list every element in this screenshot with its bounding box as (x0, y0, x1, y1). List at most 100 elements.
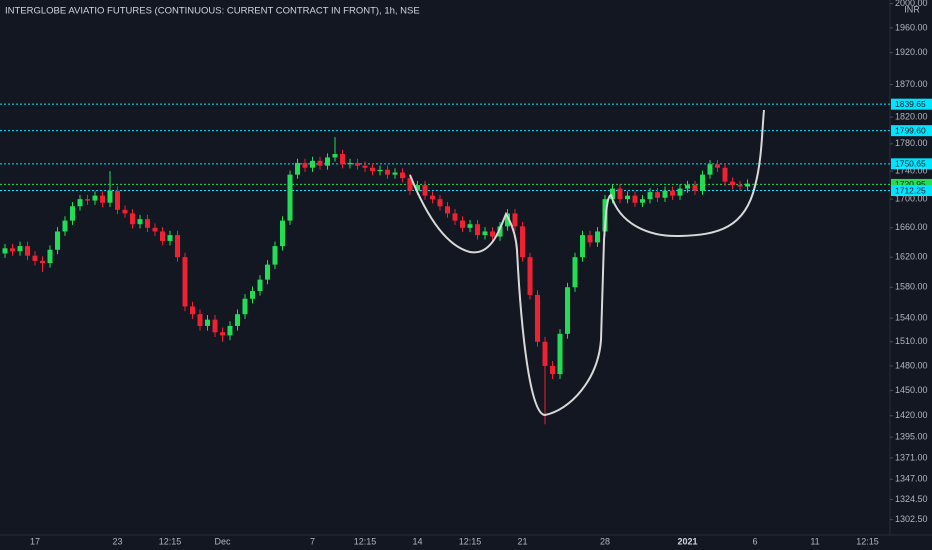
candle-body (287, 174, 293, 221)
candle-body (310, 160, 315, 168)
y-tick-label: 1660.00 (895, 222, 928, 232)
candle-body (497, 226, 503, 237)
candle-body (317, 160, 323, 166)
y-unit: INR (904, 4, 920, 14)
x-tick-label: 2021 (677, 536, 697, 546)
candle-body (565, 287, 570, 334)
candle-body (47, 249, 53, 264)
candle-body (557, 333, 563, 375)
candle-body (512, 213, 518, 227)
candle-body (587, 235, 593, 243)
candle-body (617, 188, 623, 200)
candle-body (25, 246, 30, 256)
candle-body (160, 231, 165, 241)
y-tick-label: 1420.00 (895, 410, 928, 420)
candle-body (467, 224, 473, 228)
candle-body (655, 192, 660, 198)
level-label: 1712.25 (895, 185, 926, 195)
y-tick-label: 1960.00 (895, 22, 928, 32)
candle-body (10, 248, 15, 252)
x-tick-label: 12:15 (459, 536, 482, 546)
candle-body (505, 213, 510, 227)
candle-body (452, 213, 458, 221)
x-tick-label: 21 (517, 536, 527, 546)
level-tag (891, 125, 932, 137)
level-tag (891, 178, 932, 190)
candle-body (2, 248, 8, 254)
candle-body (692, 185, 698, 191)
candle-body (377, 169, 383, 172)
candle-body (32, 255, 38, 261)
candle-body (190, 306, 195, 315)
candle-body (107, 190, 113, 203)
level-label: 1720.95 (895, 179, 926, 189)
candle-body (17, 246, 23, 252)
level-label: 1799.60 (895, 125, 926, 135)
candle-body (340, 154, 345, 165)
y-tick-label: 1324.50 (895, 494, 928, 504)
candle-body (415, 185, 420, 191)
candle-body (745, 183, 750, 187)
candle-body (392, 172, 398, 175)
candle-body (355, 162, 360, 166)
y-tick-label: 1395.00 (895, 431, 928, 441)
candle-body (220, 332, 225, 336)
candle-body (145, 219, 150, 228)
candle-body (685, 185, 690, 189)
y-tick-label: 1540.00 (895, 312, 928, 322)
candle-body (400, 172, 405, 179)
x-tick-label: 12:15 (856, 536, 879, 546)
y-tick-label: 2000.00 (895, 0, 928, 8)
candle-body (460, 220, 465, 228)
candle-body (100, 195, 105, 203)
candle-body (175, 235, 180, 258)
candle-body (137, 219, 143, 225)
candle-body (370, 167, 375, 172)
candle-body (280, 220, 285, 247)
candle-body (535, 294, 540, 342)
candle-body (482, 231, 488, 236)
level-label: 1750.65 (895, 159, 926, 169)
candle-body (212, 319, 218, 333)
y-tick-label: 1700.00 (895, 194, 928, 204)
x-tick-label: 17 (30, 536, 40, 546)
candle-body (347, 162, 353, 165)
y-tick-label: 1371.00 (895, 452, 928, 462)
candle-body (430, 195, 435, 200)
x-tick-label: 28 (600, 536, 610, 546)
candle-body (542, 341, 548, 366)
candle-body (737, 185, 743, 187)
x-tick-label: 12:15 (354, 536, 377, 546)
candle-body (295, 162, 300, 175)
candle-body (182, 257, 188, 307)
candle-body (520, 226, 525, 258)
candle-body (640, 199, 645, 203)
candle-body (62, 220, 68, 232)
candle-body (677, 188, 683, 196)
candle-body (40, 260, 45, 264)
candle-body (437, 199, 443, 207)
candle-body (242, 298, 248, 315)
level-tag (891, 185, 932, 197)
candle-body (595, 231, 600, 243)
candle-body (422, 185, 428, 196)
candle-body (115, 190, 120, 210)
y-tick-label: 1870.00 (895, 79, 928, 89)
y-tick-label: 1620.00 (895, 252, 928, 262)
candle-body (475, 224, 480, 236)
candle-body (227, 325, 233, 336)
candle-body (647, 192, 653, 200)
candle-body (167, 235, 173, 241)
pattern-drawing (409, 109, 765, 417)
candle-body (92, 195, 98, 201)
candle-body (662, 190, 668, 198)
candle-body (205, 319, 210, 326)
candle-body (550, 365, 555, 375)
candle-body (302, 162, 308, 168)
candle-body (527, 257, 533, 295)
level-tag (891, 158, 932, 170)
candle-body (715, 164, 720, 168)
candle-body (490, 231, 495, 237)
